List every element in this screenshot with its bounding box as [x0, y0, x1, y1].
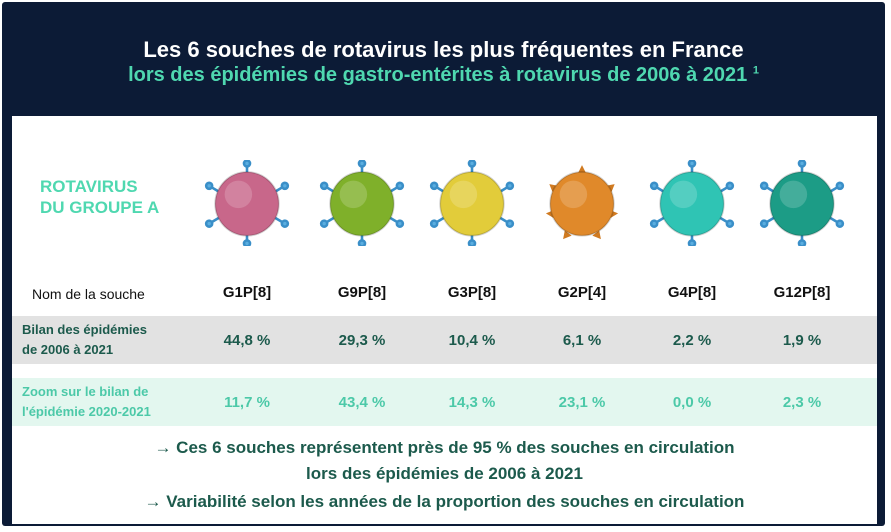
conclusion-line3: → Variabilité selon les années de la pro…: [144, 492, 745, 511]
zoom-label-line1: Zoom sur le bilan de: [22, 384, 149, 399]
footnote-marker: 1: [752, 64, 759, 77]
content-panel: ROTAVIRUS DU GROUPE A: [12, 116, 877, 524]
virus-spikes: [204, 160, 290, 246]
rotavirus-g1p8-icon: [204, 160, 290, 246]
conclusion-line1: → Ces 6 souches représentent près de 95 …: [154, 438, 735, 457]
rotavirus-g4p8-icon: [649, 160, 735, 246]
conclusion-line2: lors des épidémies de 2006 à 2021: [306, 464, 583, 483]
bilan-value: 29,3 %: [338, 332, 386, 349]
strain-name: G1P[8]: [222, 284, 272, 301]
bilan-value: 44,8 %: [223, 332, 271, 349]
rotavirus-g12p8-icon: [759, 160, 845, 246]
subtitle-text: lors des épidémies de gastro-entérites à…: [128, 64, 748, 86]
bilan-value: 10,4 %: [448, 332, 496, 349]
zoom-value: 11,7 %: [224, 394, 270, 411]
bilan-row: Bilan des épidémies de 2006 à 2021 44,8 …: [12, 316, 877, 364]
zoom-value: 43,4 %: [338, 394, 386, 411]
strain-name: G3P[8]: [447, 284, 497, 301]
group-label: ROTAVIRUS DU GROUPE A: [40, 176, 159, 218]
bilan-value: 6,1 %: [562, 332, 602, 349]
subtitle: lors des épidémies de gastro-entérites à…: [2, 64, 885, 87]
rotavirus-g3p8-icon: [429, 160, 515, 246]
strain-name: G9P[8]: [337, 284, 387, 301]
strain-name-label: Nom de la souche: [32, 286, 145, 302]
title: Les 6 souches de rotavirus les plus fréq…: [143, 37, 744, 62]
group-label-line2: DU GROUPE A: [40, 198, 160, 217]
bilan-label-line1: Bilan des épidémies: [22, 322, 147, 337]
rotavirus-g2p4-icon: [545, 165, 619, 240]
header: Les 6 souches de rotavirus les plus fréq…: [2, 2, 885, 110]
zoom-value: 14,3 %: [448, 394, 496, 411]
zoom-value: 23,1 %: [558, 394, 606, 411]
bilan-value: 2,2 %: [672, 332, 712, 349]
zoom-value: 0,0 %: [672, 394, 712, 411]
strain-name: G4P[8]: [667, 284, 717, 301]
group-label-line1: ROTAVIRUS: [40, 177, 138, 196]
zoom-value: 2,3 %: [782, 394, 822, 411]
bilan-row-label: Bilan des épidémies de 2006 à 2021: [22, 320, 147, 360]
infographic-frame: Les 6 souches de rotavirus les plus fréq…: [2, 2, 885, 526]
bilan-value: 1,9 %: [782, 332, 822, 349]
rotavirus-g9p8-icon: [319, 160, 405, 246]
strain-name: G2P[4]: [557, 284, 607, 301]
zoom-row: Zoom sur le bilan de l'épidémie 2020-202…: [12, 378, 877, 426]
bilan-label-line2: de 2006 à 2021: [22, 342, 114, 357]
zoom-label-line2: l'épidémie 2020-2021: [22, 404, 151, 419]
strain-name: G12P[8]: [773, 284, 831, 301]
zoom-row-label: Zoom sur le bilan de l'épidémie 2020-202…: [22, 382, 151, 422]
